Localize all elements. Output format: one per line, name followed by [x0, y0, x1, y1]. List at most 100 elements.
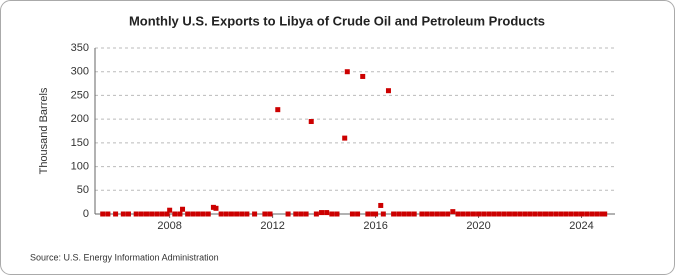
point [501, 211, 507, 217]
point [380, 211, 386, 217]
point [527, 211, 533, 217]
point [496, 211, 502, 217]
point [267, 211, 273, 217]
point [223, 211, 229, 217]
point [370, 211, 376, 217]
point [344, 69, 350, 75]
point [324, 210, 330, 216]
point [100, 211, 106, 217]
x-tick-label: 2016 [363, 220, 387, 232]
point [424, 211, 430, 217]
point [154, 211, 160, 217]
point [470, 211, 476, 217]
point [553, 211, 559, 217]
source: Source: U.S. Energy Information Administ… [30, 252, 219, 262]
y-tick-label: 300 [71, 66, 89, 78]
point [133, 211, 139, 217]
y-tick-label: 200 [71, 113, 89, 125]
point [172, 211, 178, 217]
y-tick-label: 0 [83, 208, 89, 220]
x-tick-label: 2008 [157, 220, 181, 232]
y-tick-label: 350 [71, 42, 89, 54]
point [599, 211, 605, 217]
point [164, 211, 170, 217]
point [476, 211, 482, 217]
point [334, 211, 340, 217]
point [378, 202, 384, 208]
point [180, 206, 186, 212]
point [450, 209, 456, 215]
point [512, 211, 518, 217]
point [558, 211, 564, 217]
point [190, 211, 196, 217]
point [234, 211, 240, 217]
point [429, 211, 435, 217]
point [244, 211, 250, 217]
y-tick-label: 100 [71, 160, 89, 172]
point [120, 211, 126, 217]
point [579, 211, 585, 217]
point [308, 119, 314, 125]
point [440, 211, 446, 217]
point [445, 211, 451, 217]
point [455, 211, 461, 217]
point [275, 107, 281, 113]
point [568, 211, 574, 217]
point [360, 73, 366, 79]
point [594, 211, 600, 217]
point [391, 211, 397, 217]
point [548, 211, 554, 217]
point [167, 207, 173, 213]
point [185, 211, 191, 217]
point [434, 211, 440, 217]
y-tick-label: 150 [71, 137, 89, 149]
x-tick-label: 2020 [466, 220, 490, 232]
y-tick-label: 250 [71, 89, 89, 101]
point [481, 211, 487, 217]
x-tick-label: 2012 [260, 220, 284, 232]
point [365, 211, 371, 217]
point [125, 211, 131, 217]
point [396, 211, 402, 217]
point [285, 211, 291, 217]
point [542, 211, 548, 217]
point [355, 211, 361, 217]
point [486, 211, 492, 217]
point [522, 211, 528, 217]
point [537, 211, 543, 217]
point [113, 211, 119, 217]
point [329, 211, 335, 217]
point [149, 211, 155, 217]
point [573, 211, 579, 217]
point [138, 211, 144, 217]
point [210, 204, 216, 210]
chart-title: Monthly U.S. Exports to Libya of Crude O… [129, 13, 545, 28]
point [342, 135, 348, 141]
point [373, 211, 379, 217]
point [262, 211, 268, 217]
point [239, 211, 245, 217]
point [195, 211, 201, 217]
x-tick-label: 2024 [569, 220, 593, 232]
point [517, 211, 523, 217]
point [143, 211, 149, 217]
point [406, 211, 412, 217]
point [319, 210, 325, 216]
point [411, 211, 417, 217]
point [177, 211, 183, 217]
point [159, 211, 165, 217]
point [385, 88, 391, 94]
point [532, 211, 538, 217]
y-tick-label: 50 [77, 184, 89, 196]
point [213, 205, 219, 211]
y-axis-label: Thousand Barrels [38, 87, 50, 174]
point [563, 211, 569, 217]
point [349, 211, 355, 217]
point [460, 211, 466, 217]
point [602, 211, 608, 217]
point [228, 211, 234, 217]
point [298, 211, 304, 217]
point [491, 211, 497, 217]
